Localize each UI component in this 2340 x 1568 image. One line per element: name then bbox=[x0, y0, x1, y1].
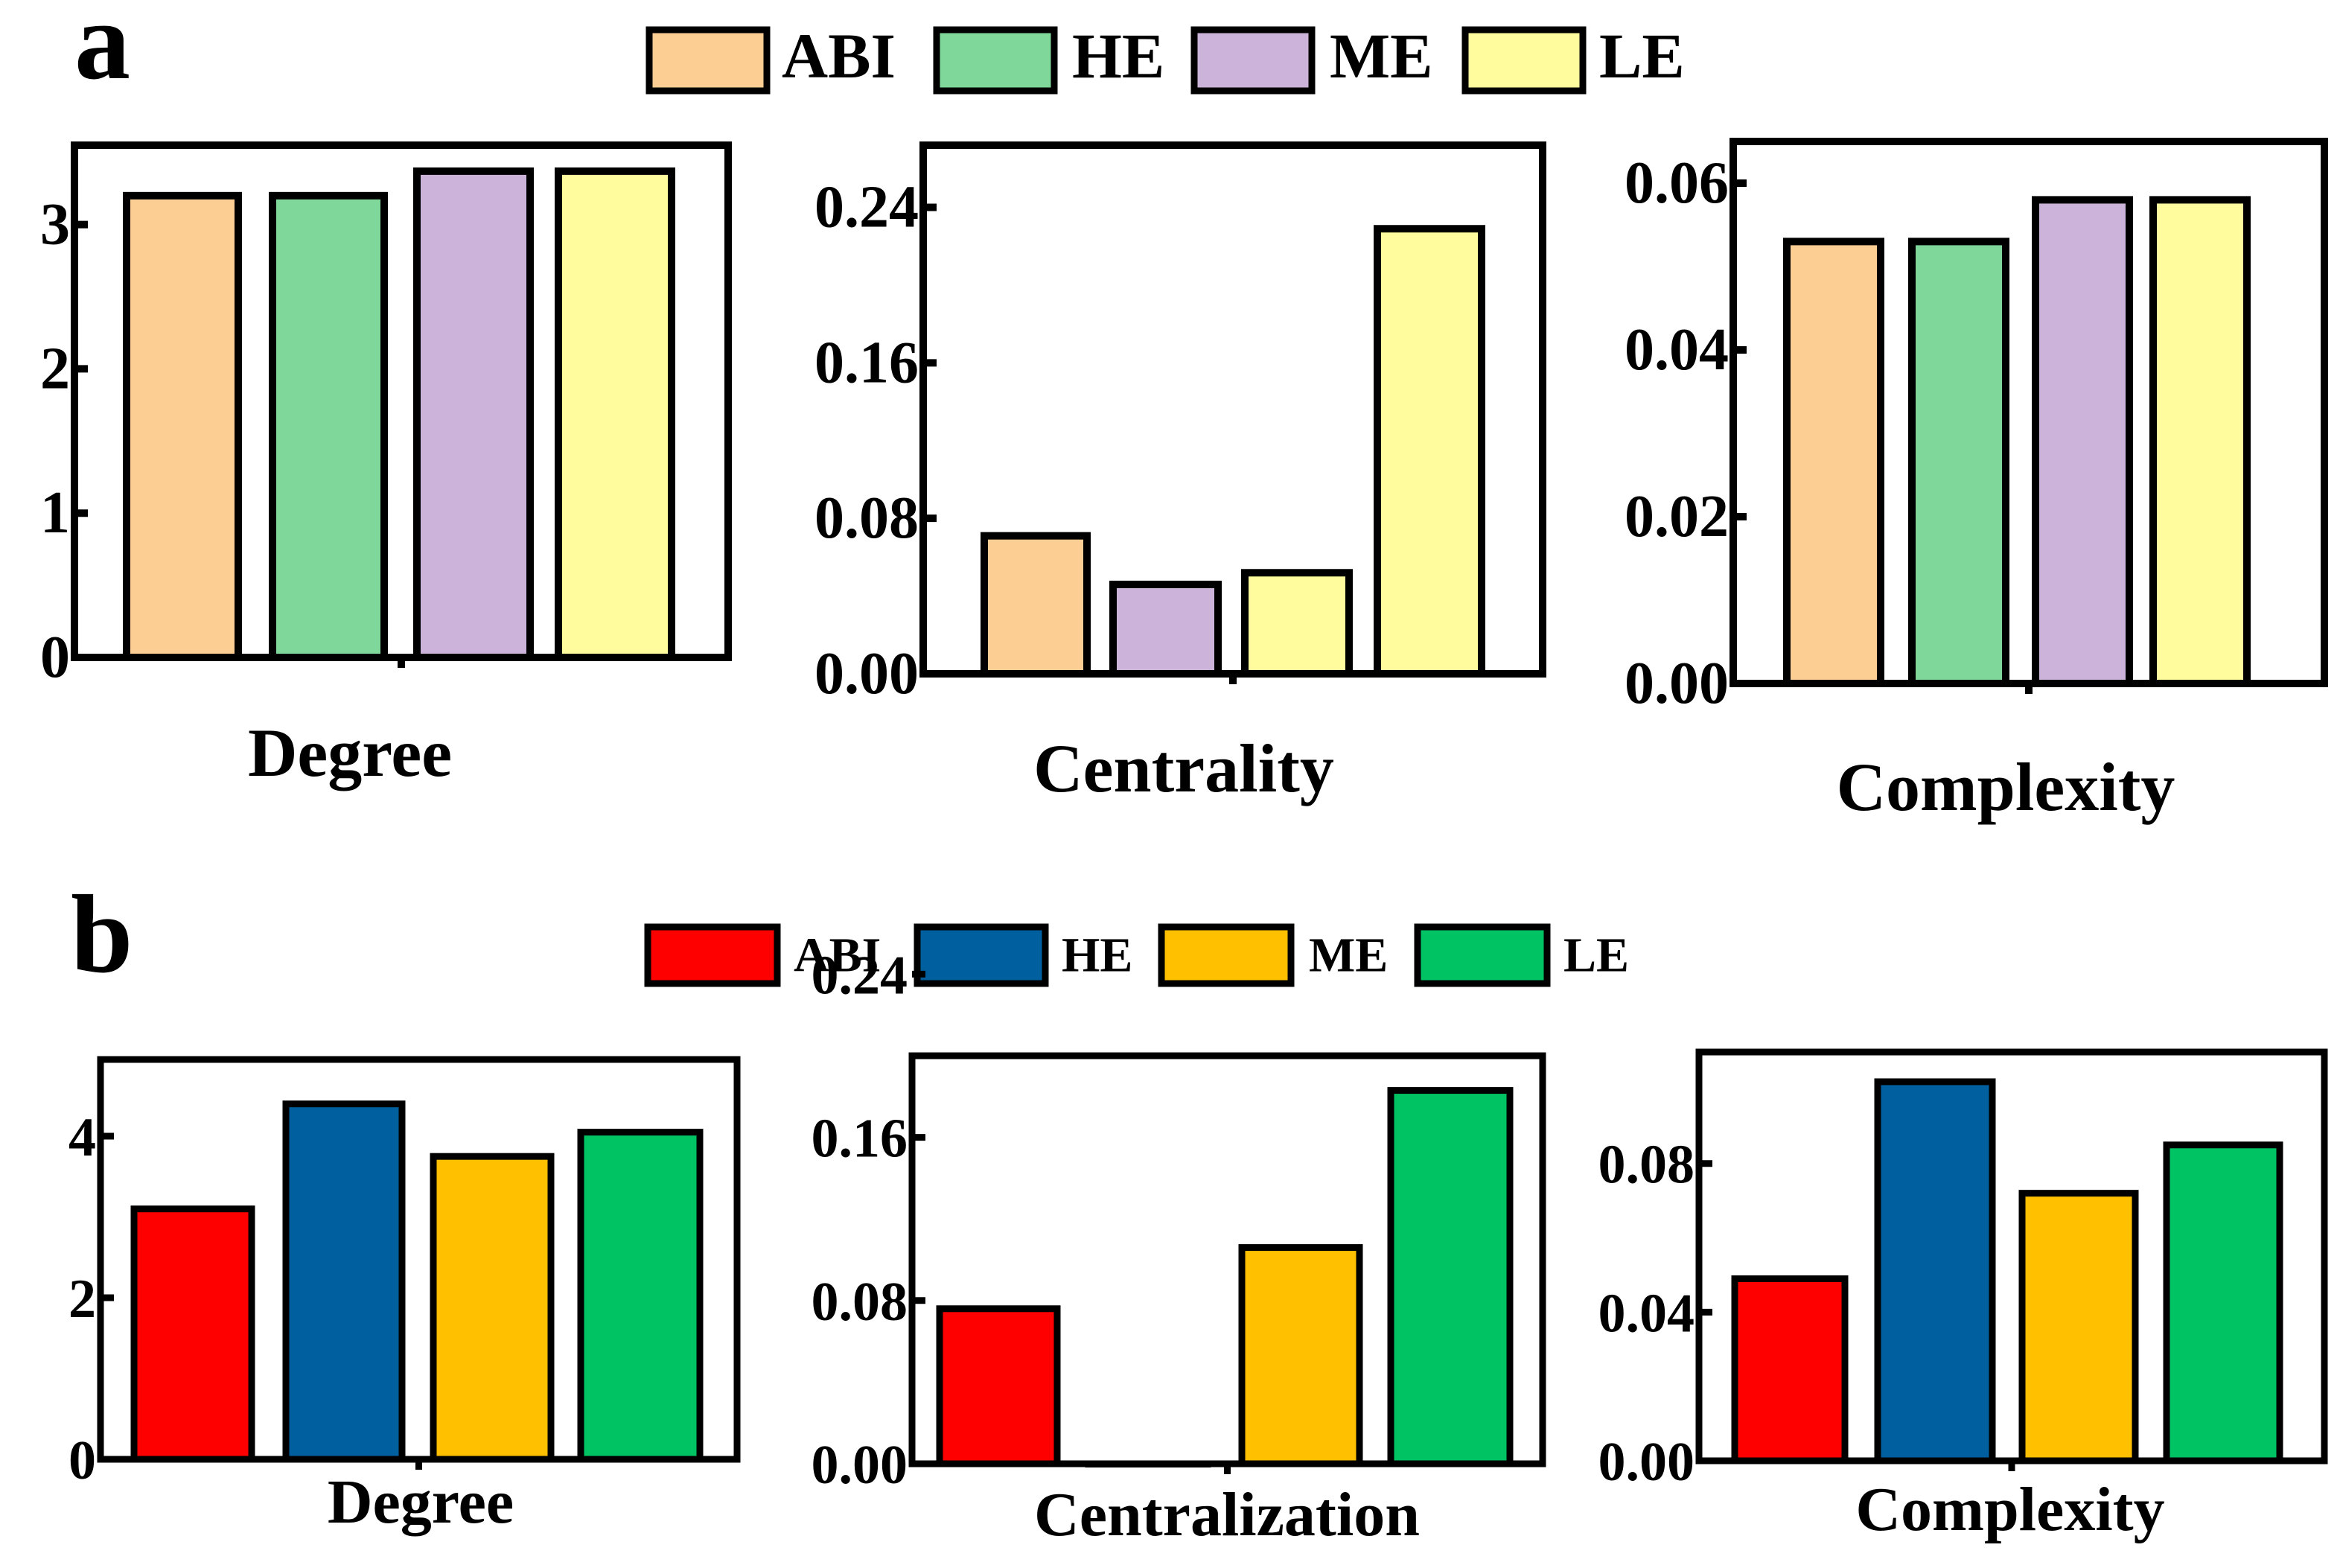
bar-le bbox=[1387, 1087, 1514, 1467]
bar-me bbox=[413, 167, 534, 661]
bar-me bbox=[2018, 1190, 2139, 1465]
panel-letter-a: a bbox=[74, 0, 130, 103]
y-tick-label: 0.02 bbox=[1625, 484, 1729, 549]
legend-item-le: LE bbox=[1414, 923, 1629, 987]
chart-b-degree: 0 2 4 Degree bbox=[68, 1056, 741, 1537]
legend-label: ME bbox=[1330, 20, 1433, 92]
bar-abi bbox=[130, 1205, 255, 1463]
x-axis-label: Degree bbox=[248, 715, 452, 791]
legend-a: ABI HE ME LE bbox=[645, 20, 1685, 95]
chart-a-complexity: 0.00 0.02 0.04 0.06 Complexity bbox=[1625, 138, 2328, 825]
legend-item-he: HE bbox=[914, 923, 1132, 987]
bar-me bbox=[1238, 1244, 1363, 1467]
x-axis-label: Degree bbox=[328, 1467, 514, 1537]
y-tick-label: 4 bbox=[68, 1107, 96, 1168]
legend-item-abi: ABI bbox=[645, 20, 896, 95]
y-tick-label: 0.04 bbox=[1598, 1283, 1695, 1344]
y-tick-label: 0.04 bbox=[1625, 317, 1729, 383]
legend-label: ABI bbox=[782, 20, 896, 92]
chart-b-complexity: 0.00 0.04 0.08 Complexity bbox=[1598, 1048, 2328, 1544]
y-tick-label: 0.08 bbox=[1598, 1135, 1695, 1196]
panel-b: b ABI HE ME LE bbox=[71, 873, 1629, 996]
legend-swatch bbox=[1414, 923, 1551, 987]
x-axis-label: Centrality bbox=[1033, 730, 1334, 806]
y-tick-label: 3 bbox=[40, 192, 70, 258]
legend-item-me: ME bbox=[1190, 20, 1433, 95]
y-tick-label: 0.16 bbox=[812, 1109, 908, 1170]
chart-a-degree: 0 1 2 3 Degree bbox=[40, 141, 732, 791]
panel-a: a ABI HE ME LE bbox=[74, 0, 1685, 103]
y-tick-label: 0.16 bbox=[814, 330, 919, 395]
legend-label: HE bbox=[1072, 20, 1164, 92]
legend-item-he: HE bbox=[933, 20, 1164, 95]
bar-le bbox=[577, 1129, 704, 1463]
charts: 0123Degree0.000.080.160.24Centrality0.00… bbox=[40, 138, 2328, 1549]
legend-label: LE bbox=[1563, 928, 1629, 982]
y-tick-label: 0.08 bbox=[812, 1272, 908, 1333]
legend-b: ABI HE ME LE bbox=[644, 923, 1629, 987]
x-axis-label: Centralization bbox=[1034, 1480, 1420, 1549]
panel-letter-b: b bbox=[71, 873, 133, 996]
bar-he bbox=[269, 191, 388, 661]
y-tick-label: 0.00 bbox=[1625, 651, 1729, 716]
legend-item-me: ME bbox=[1158, 923, 1388, 987]
legend-swatch bbox=[1158, 923, 1295, 987]
legend-label: ABI bbox=[794, 928, 881, 982]
y-tick-label: 0.00 bbox=[814, 641, 919, 707]
bar-le bbox=[1241, 569, 1353, 678]
legend-swatch bbox=[1190, 26, 1316, 95]
bar-he bbox=[1908, 238, 2009, 687]
bar-le bbox=[2149, 196, 2251, 687]
y-tick-label: 2 bbox=[40, 336, 70, 401]
bar-abi bbox=[1783, 238, 1884, 687]
legend-item-abi: ABI bbox=[644, 923, 881, 987]
legend-label: HE bbox=[1062, 928, 1132, 982]
y-tick-label: 0.08 bbox=[814, 485, 919, 551]
y-tick-label: 0.24 bbox=[814, 175, 919, 240]
bar-abi bbox=[981, 532, 1091, 678]
x-axis-label: Complexity bbox=[1837, 749, 2175, 825]
legend-swatch bbox=[914, 923, 1049, 987]
legend-item-le: LE bbox=[1461, 20, 1685, 95]
bar-me bbox=[2032, 196, 2133, 687]
y-tick-label: 2 bbox=[68, 1269, 96, 1330]
legend-swatch bbox=[933, 26, 1058, 95]
bar-he bbox=[282, 1100, 406, 1463]
bar-le bbox=[555, 167, 675, 661]
bar-me bbox=[1109, 580, 1222, 678]
y-tick-label: 0.00 bbox=[812, 1435, 908, 1496]
bar-he bbox=[1085, 1460, 1211, 1467]
y-tick-label: 0.06 bbox=[1625, 150, 1729, 216]
y-tick-label: 1 bbox=[40, 480, 70, 546]
chart-b-centralization: 0.00 0.08 0.16 0.24 Centralization bbox=[812, 945, 1546, 1549]
bar-me bbox=[430, 1153, 555, 1463]
legend-swatch bbox=[645, 26, 771, 95]
bar-he bbox=[1874, 1078, 1996, 1465]
y-tick-label: 0 bbox=[40, 625, 70, 690]
chart-a-centrality: 0.00 0.08 0.16 0.24 Centrality bbox=[814, 141, 1546, 806]
bar-abi bbox=[1731, 1275, 1849, 1465]
bar-abi bbox=[936, 1305, 1061, 1467]
legend-label: LE bbox=[1599, 20, 1685, 92]
y-tick-label: 0.00 bbox=[1598, 1432, 1695, 1493]
legend-swatch bbox=[644, 923, 781, 987]
legend-label: ME bbox=[1309, 928, 1388, 982]
legend-swatch bbox=[1461, 26, 1587, 95]
x-axis-label: Complexity bbox=[1855, 1475, 2164, 1544]
y-tick-label: 0 bbox=[68, 1430, 96, 1491]
bar-le bbox=[2163, 1141, 2283, 1465]
bar-le bbox=[1374, 225, 1485, 678]
y-tick-label: 0.24 bbox=[812, 945, 908, 1006]
bar-abi bbox=[123, 191, 242, 661]
